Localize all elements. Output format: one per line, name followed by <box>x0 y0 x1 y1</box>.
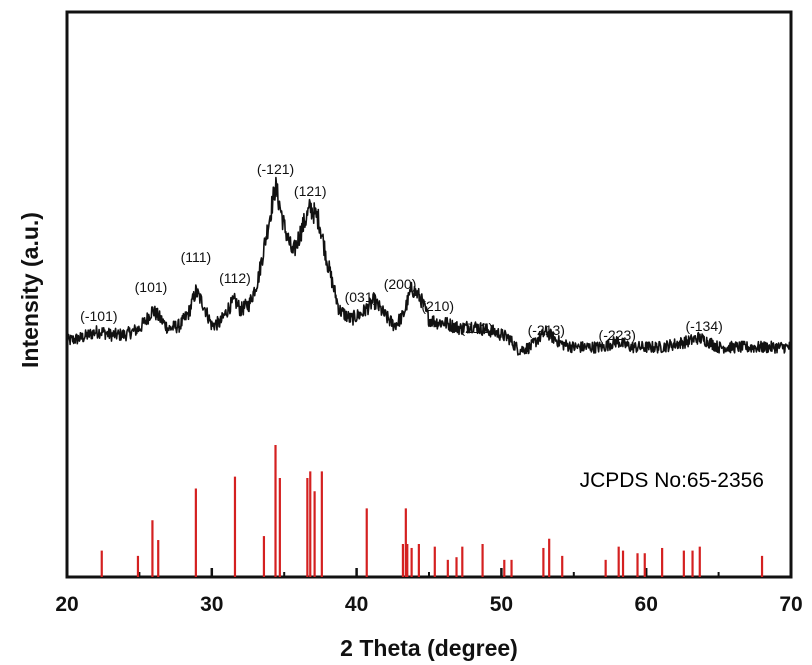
peak-label: (210) <box>421 298 454 314</box>
peak-label: (-223) <box>599 327 636 343</box>
reference-label: JCPDS No:65-2356 <box>580 469 764 492</box>
peak-label: (200) <box>384 276 417 292</box>
peak-label: (-134) <box>685 318 722 334</box>
x-tick-label: 50 <box>490 593 513 616</box>
peak-label: (111) <box>181 249 212 265</box>
x-tick-label: 40 <box>345 593 368 616</box>
plot-frame <box>65 10 793 579</box>
xrd-series <box>66 176 792 356</box>
x-tick-label: 70 <box>779 593 802 616</box>
x-tick-label: 20 <box>55 593 78 616</box>
peak-label: (101) <box>135 279 168 295</box>
peak-label: (-101) <box>80 308 117 324</box>
peak-label: (112) <box>219 270 251 286</box>
peak-label: (212) <box>460 320 493 336</box>
x-tick-label: 30 <box>200 593 223 616</box>
peak-label: (031) <box>345 289 378 305</box>
peak-label: (121) <box>294 183 327 199</box>
peak-labels: (-101) (101) (111) (112) (-121)(121) (031) (20… <box>80 161 723 343</box>
x-tick-label: 60 <box>635 593 658 616</box>
y-axis-title: Intensity (a.u.) <box>17 212 43 368</box>
reference-pattern <box>100 445 764 577</box>
x-axis-title: 2 Theta (degree) <box>340 635 518 661</box>
xrd-curve <box>66 176 792 356</box>
peak-label: (-213) <box>528 322 565 338</box>
peak-label: (-121) <box>257 161 294 177</box>
x-axis: 20 30 40 50 60 70 <box>55 568 803 616</box>
